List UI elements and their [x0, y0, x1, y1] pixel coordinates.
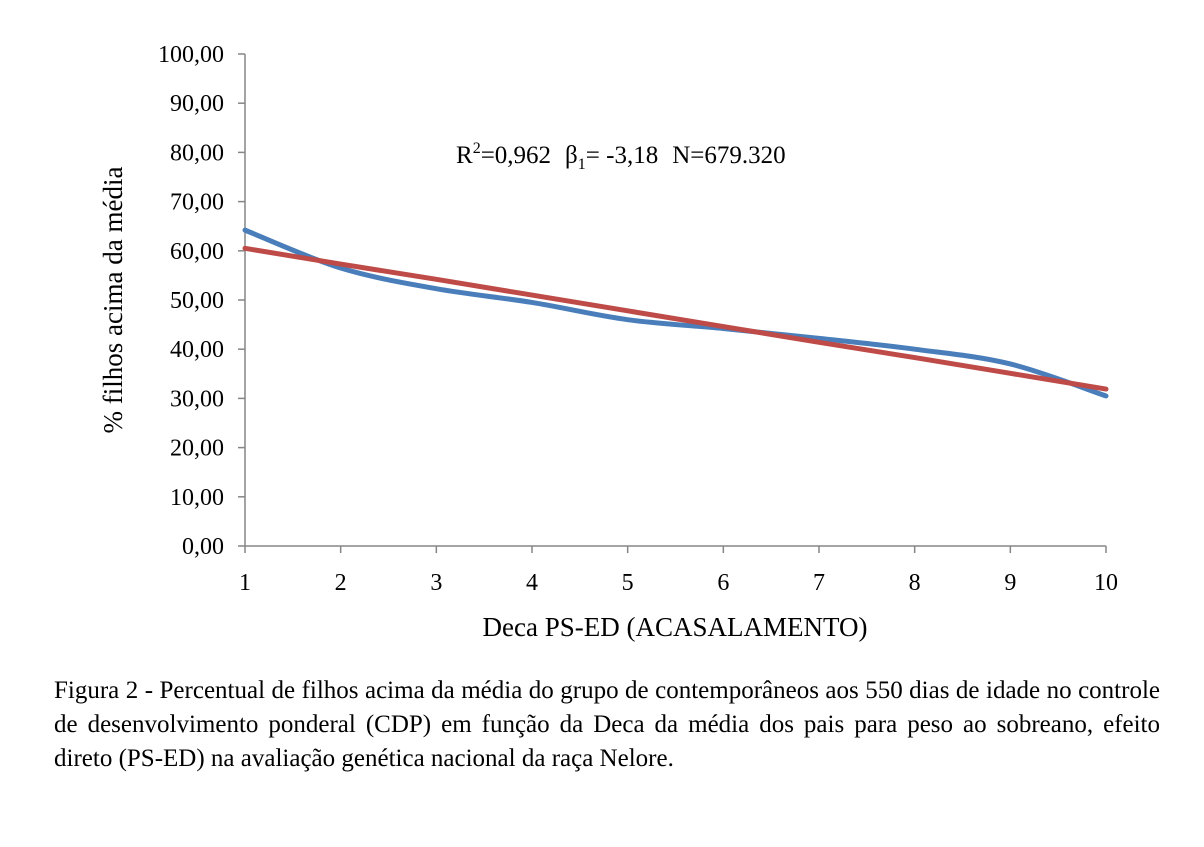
r-squared-label: R: [456, 142, 473, 169]
beta-symbol: β: [565, 142, 578, 169]
y-tick-label: 30,00: [170, 386, 224, 412]
x-tick-label: 4: [526, 570, 538, 596]
x-tick-label: 8: [909, 570, 921, 596]
x-tick-label: 1: [239, 570, 251, 596]
y-tick-label: 40,00: [170, 337, 224, 363]
x-tick-label: 10: [1094, 570, 1118, 596]
y-tick-label: 70,00: [170, 190, 224, 216]
y-tick-label: 60,00: [170, 239, 224, 265]
x-axis: 1 2 3 4 5 6 7 8 9 10: [239, 545, 1118, 596]
n-value: N=679.320: [672, 142, 785, 169]
observed-series-line: [242, 227, 1109, 399]
x-tick-label: 5: [622, 570, 634, 596]
regression-annotation: R2=0,962 β1= -3,18 N=679.320: [456, 140, 786, 173]
r-squared-superscript: 2: [473, 140, 481, 157]
line-chart: 0,00 10,00 20,00 30,00 40,00 50,00 60,00 70,00 8…: [98, 42, 1118, 642]
y-axis-title: % filhos acima da média: [98, 167, 128, 434]
regression-line: [242, 245, 1109, 392]
x-tick-label: 3: [430, 570, 442, 596]
figure-caption: Figura 2 - Percentual de filhos acima da…: [54, 677, 1160, 772]
x-tick-label: 9: [1004, 570, 1016, 596]
r-squared-value: =0,962: [481, 142, 551, 169]
y-tick-label: 20,00: [170, 436, 224, 462]
y-tick-label: 90,00: [170, 91, 224, 117]
x-axis-title: Deca PS-ED (ACASALAMENTO): [483, 612, 868, 642]
beta-value: = -3,18: [586, 142, 658, 169]
y-tick-label: 10,00: [170, 485, 224, 511]
x-tick-label: 7: [813, 570, 825, 596]
y-tick-label: 100,00: [158, 42, 224, 68]
series-layer: [242, 227, 1109, 399]
y-tick-label: 0,00: [182, 534, 224, 560]
x-tick-label: 6: [717, 570, 729, 596]
x-tick-label: 2: [335, 570, 347, 596]
y-tick-label: 50,00: [170, 288, 224, 314]
beta-subscript: 1: [578, 156, 586, 173]
y-tick-label: 80,00: [170, 140, 224, 166]
y-axis: 0,00 10,00 20,00 30,00 40,00 50,00 60,00 70,00 8…: [158, 42, 246, 560]
